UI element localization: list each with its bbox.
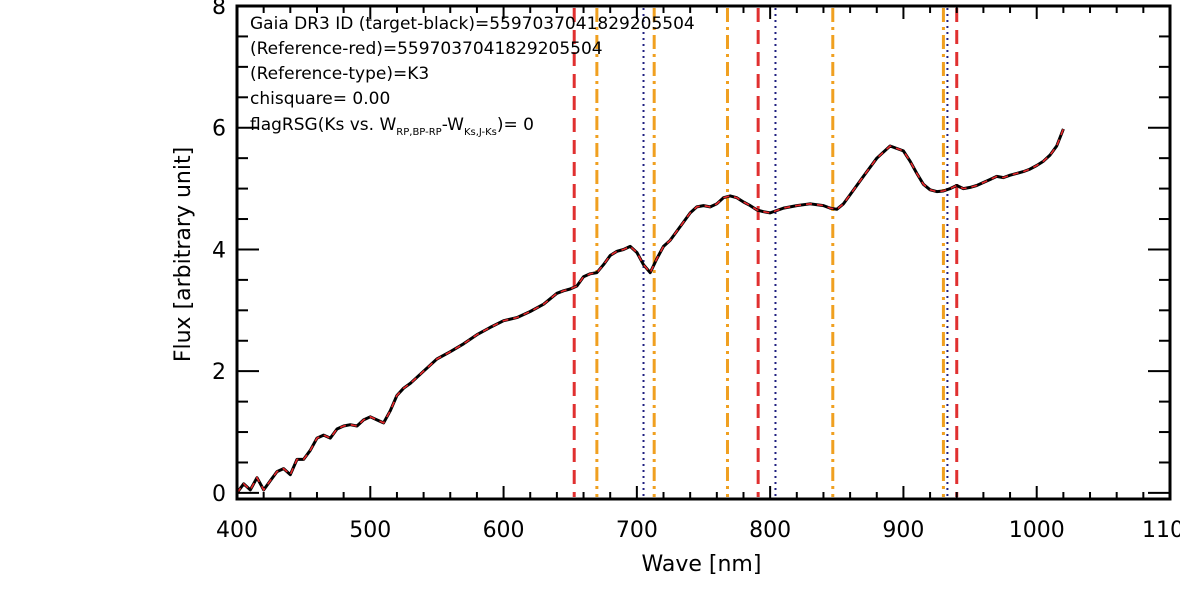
x-tick-label: 700 (616, 518, 658, 543)
annotation-chisquare: chisquare= 0.00 (250, 89, 390, 109)
annotation-gaia-id: Gaia DR3 ID (target-black)=5597037041829… (250, 14, 695, 34)
annotation-reference-red: (Reference-red)=5597037041829205504 (250, 39, 603, 59)
series-target-line (235, 128, 1065, 494)
y-tick-label: 4 (212, 238, 226, 263)
y-tick-label: 8 (212, 0, 226, 20)
flag-prefix: flagRSG(Ks vs. W (250, 115, 396, 135)
series-reference-line (236, 128, 1065, 494)
y-tick-label: 2 (212, 360, 226, 385)
x-tick-label: 800 (749, 518, 791, 543)
annotation-reference-type: (Reference-type)=K3 (250, 64, 429, 84)
x-tick-label: 1000 (1009, 518, 1065, 543)
flag-sub2: Ks,J-Ks (464, 127, 497, 138)
flag-sub1: RP,BP-RP (396, 127, 441, 138)
plot-frame (235, 4, 1172, 501)
y-axis-title: Flux [arbitrary unit] (171, 147, 196, 362)
annotations: Gaia DR3 ID (target-black)=5597037041829… (250, 14, 695, 138)
vertical-lines (572, 8, 959, 497)
x-tick-label: 900 (882, 518, 924, 543)
x-tick-label: 600 (483, 518, 525, 543)
x-tick-label: 500 (349, 518, 391, 543)
flag-mid: -W (442, 115, 464, 135)
y-tick-label: 6 (212, 117, 226, 142)
x-tick-label: 400 (216, 518, 258, 543)
y-tick-label: 0 (212, 482, 226, 507)
axis-ticks (236, 5, 1171, 499)
series-layer (235, 128, 1065, 494)
x-axis-title: Wave [nm] (642, 552, 762, 577)
annotation-flag-rsg: flagRSG(Ks vs. WRP,BP-RP-WKs,J-Ks)= 0 (250, 115, 534, 138)
flag-suffix: )= 0 (497, 115, 534, 135)
